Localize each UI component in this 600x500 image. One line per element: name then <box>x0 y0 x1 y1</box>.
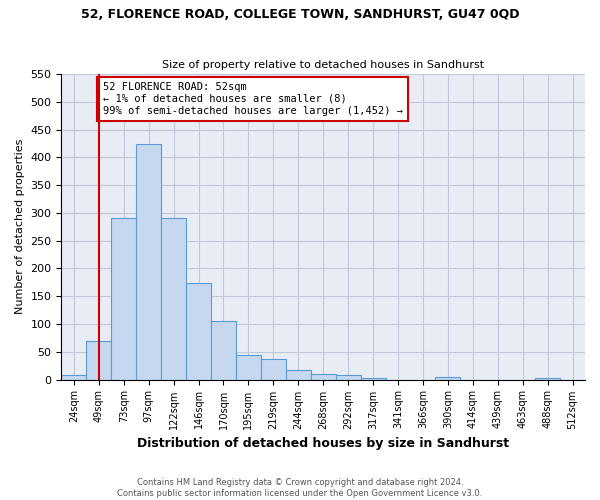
Bar <box>286 370 311 380</box>
Bar <box>86 340 111 380</box>
Bar <box>436 378 460 380</box>
Bar <box>186 283 211 380</box>
Bar <box>361 378 386 380</box>
Y-axis label: Number of detached properties: Number of detached properties <box>15 139 25 314</box>
Title: Size of property relative to detached houses in Sandhurst: Size of property relative to detached ho… <box>162 60 484 70</box>
Bar <box>136 144 161 380</box>
Text: Contains HM Land Registry data © Crown copyright and database right 2024.
Contai: Contains HM Land Registry data © Crown c… <box>118 478 482 498</box>
Bar <box>535 378 560 380</box>
Bar <box>211 321 236 380</box>
Bar <box>61 375 86 380</box>
Text: 52 FLORENCE ROAD: 52sqm
← 1% of detached houses are smaller (8)
99% of semi-deta: 52 FLORENCE ROAD: 52sqm ← 1% of detached… <box>103 82 403 116</box>
Bar <box>161 218 186 380</box>
Bar <box>335 375 361 380</box>
Bar <box>261 359 286 380</box>
Bar <box>111 218 136 380</box>
Text: 52, FLORENCE ROAD, COLLEGE TOWN, SANDHURST, GU47 0QD: 52, FLORENCE ROAD, COLLEGE TOWN, SANDHUR… <box>81 8 519 20</box>
Bar <box>311 374 335 380</box>
X-axis label: Distribution of detached houses by size in Sandhurst: Distribution of detached houses by size … <box>137 437 509 450</box>
Bar <box>236 355 261 380</box>
